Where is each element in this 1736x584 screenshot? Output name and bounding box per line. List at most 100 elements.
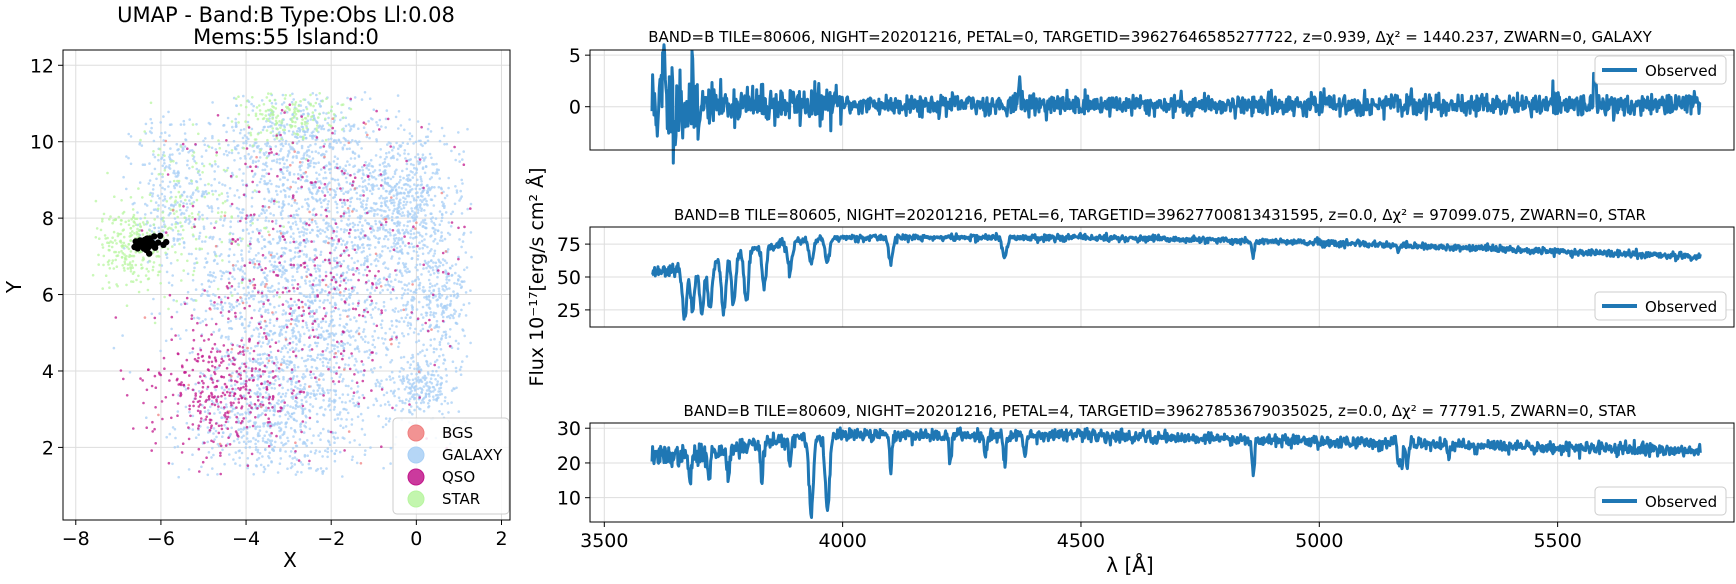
umap-point-galaxy <box>334 431 337 435</box>
umap-point-galaxy <box>310 191 313 195</box>
umap-point-galaxy <box>395 325 398 328</box>
umap-point-galaxy <box>337 349 340 353</box>
umap-point-galaxy <box>395 141 398 145</box>
umap-point-galaxy <box>311 137 314 140</box>
umap-point-galaxy <box>366 236 370 239</box>
umap-point-qso <box>216 395 220 399</box>
umap-point-galaxy <box>304 321 308 325</box>
umap-point-galaxy <box>280 399 284 403</box>
umap-point-galaxy <box>306 197 310 201</box>
umap-point-galaxy <box>192 157 195 161</box>
umap-point-star <box>151 265 155 269</box>
umap-point-galaxy <box>266 361 270 365</box>
umap-point-galaxy <box>343 143 346 147</box>
umap-point-galaxy <box>411 209 414 213</box>
umap-point-galaxy <box>239 382 243 386</box>
umap-point-galaxy <box>219 303 222 306</box>
umap-point-galaxy <box>335 141 339 145</box>
umap-point-star <box>268 114 272 117</box>
umap-point-galaxy <box>457 274 461 278</box>
umap-point-galaxy <box>415 171 418 174</box>
umap-point-galaxy <box>305 238 309 241</box>
umap-point-qso <box>232 401 235 405</box>
umap-point-galaxy <box>365 186 369 190</box>
umap-point-galaxy <box>464 314 468 317</box>
umap-point-galaxy <box>412 291 416 294</box>
umap-point-galaxy <box>351 266 355 270</box>
umap-point-qso <box>205 456 208 460</box>
umap-point-galaxy <box>394 185 397 188</box>
umap-point-galaxy <box>216 307 219 310</box>
umap-point-galaxy <box>293 366 296 369</box>
umap-point-star <box>141 233 145 236</box>
umap-point-star <box>123 260 126 264</box>
umap-point-galaxy <box>400 366 403 370</box>
umap-point-star <box>163 169 167 172</box>
umap-point-galaxy <box>241 183 245 187</box>
umap-point-galaxy <box>447 176 451 180</box>
umap-point-star <box>124 258 128 261</box>
umap-point-galaxy <box>318 386 321 390</box>
umap-point-galaxy <box>428 299 432 303</box>
umap-point-galaxy <box>428 399 431 402</box>
umap-point-galaxy <box>294 349 297 352</box>
umap-point-qso <box>248 388 252 392</box>
umap-point-galaxy <box>262 271 265 275</box>
umap-point-galaxy <box>184 176 188 180</box>
umap-point-galaxy <box>447 411 450 414</box>
umap-point-galaxy <box>152 153 155 156</box>
umap-point-galaxy <box>434 394 438 397</box>
umap-point-galaxy <box>317 151 320 155</box>
umap-point-galaxy <box>220 406 223 410</box>
umap-point-galaxy <box>286 467 289 471</box>
umap-point-galaxy <box>201 190 205 193</box>
umap-point-galaxy <box>227 277 231 281</box>
umap-point-galaxy <box>241 270 245 273</box>
umap-point-star <box>157 173 161 176</box>
umap-point-galaxy <box>328 193 332 197</box>
umap-point-galaxy <box>421 323 424 327</box>
umap-point-galaxy <box>327 439 330 443</box>
umap-point-galaxy <box>398 175 402 179</box>
umap-point-galaxy <box>320 182 323 185</box>
umap-point-galaxy <box>262 305 265 308</box>
umap-point-star <box>237 243 240 247</box>
umap-point-galaxy <box>346 240 349 244</box>
umap-point-galaxy <box>188 182 191 185</box>
umap-point-galaxy <box>447 278 451 282</box>
umap-point-galaxy <box>214 162 217 166</box>
umap-point-galaxy <box>297 207 301 211</box>
umap-point-galaxy <box>380 214 383 217</box>
umap-point-galaxy <box>409 405 413 408</box>
umap-point-galaxy <box>342 136 346 140</box>
umap-point-galaxy <box>445 374 449 377</box>
umap-point-galaxy <box>285 421 289 424</box>
umap-point-galaxy <box>327 200 330 203</box>
umap-point-galaxy <box>148 179 152 182</box>
umap-point-galaxy <box>224 403 228 406</box>
umap-point-galaxy <box>251 230 255 234</box>
umap-point-galaxy <box>299 423 302 426</box>
umap-point-galaxy <box>385 347 389 351</box>
umap-point-galaxy <box>438 177 442 180</box>
umap-point-galaxy <box>315 366 318 370</box>
umap-point-galaxy <box>368 162 371 165</box>
umap-point-star <box>178 242 181 246</box>
umap-point-galaxy <box>290 204 294 207</box>
umap-point-galaxy <box>375 352 378 355</box>
umap-point-star <box>245 99 249 103</box>
umap-point-galaxy <box>315 393 318 396</box>
umap-point-galaxy <box>328 322 332 326</box>
umap-point-galaxy <box>351 247 355 250</box>
umap-point-star <box>111 221 114 225</box>
umap-point-qso <box>202 359 205 363</box>
umap-point-galaxy <box>332 238 336 242</box>
umap-point-galaxy <box>417 208 420 212</box>
umap-point-galaxy <box>399 309 403 312</box>
umap-point-qso <box>219 444 223 448</box>
umap-point-galaxy <box>238 456 241 460</box>
umap-point-galaxy <box>319 467 323 470</box>
umap-point-galaxy <box>449 212 453 216</box>
umap-point-galaxy <box>236 375 240 378</box>
umap-point-star <box>207 182 210 186</box>
